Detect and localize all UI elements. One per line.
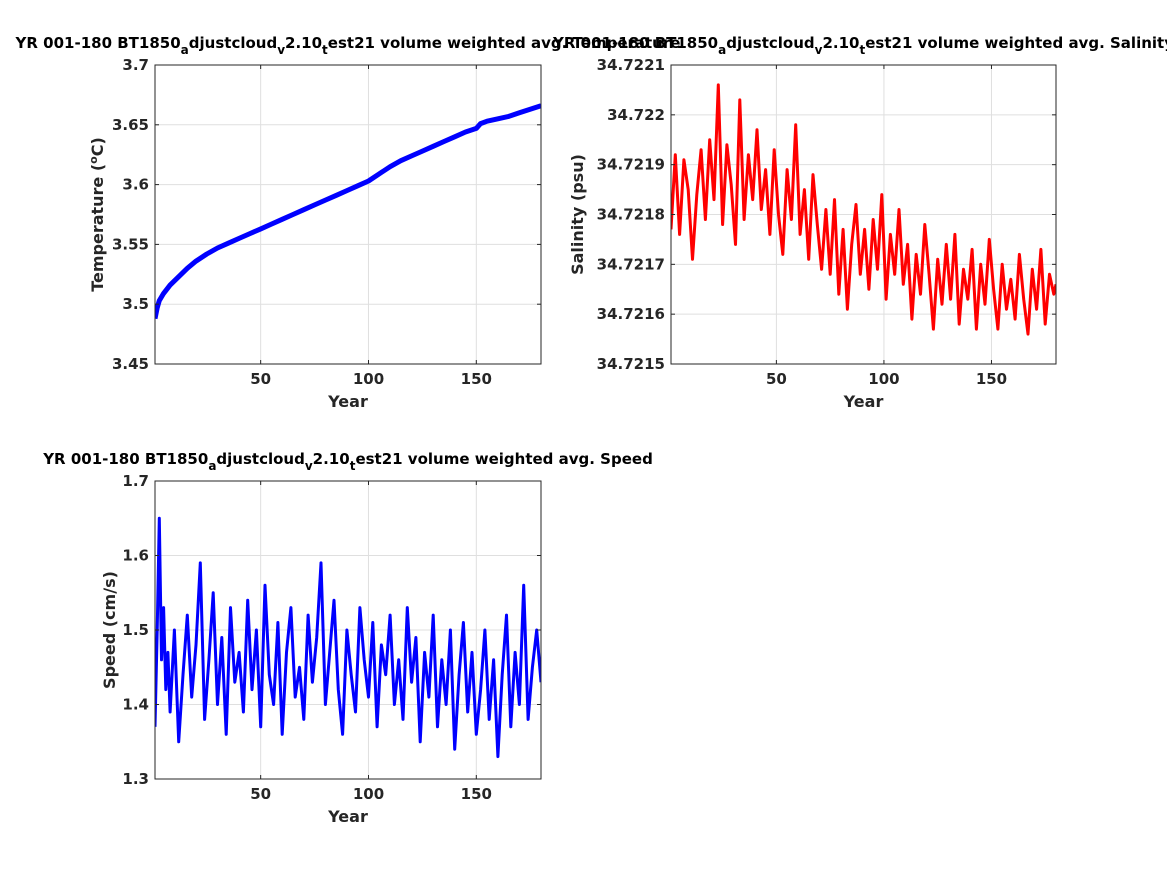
chart-title: YR 001-180 BT1850adjustcloudv2.10test21 … <box>15 34 681 57</box>
x-tick-label: 150 <box>976 370 1007 388</box>
y-tick-label: 1.6 <box>122 547 149 565</box>
title-text: est21 volume weighted avg. Temperature <box>328 34 681 52</box>
y-axis-label: Temperature (oC) <box>87 137 107 292</box>
title-text: djustcloud <box>189 34 277 52</box>
y-axis-label-tail: C) <box>88 137 107 156</box>
y-axis-label-superscript: o <box>87 156 100 164</box>
x-axis-label: Year <box>327 392 368 411</box>
title-text: djustcloud <box>216 450 304 468</box>
chart-panel-2: 50 100 150 34.7215 34.7216 34.7217 34.7218 34.7… <box>552 34 1167 411</box>
title-subscript: v <box>815 43 823 57</box>
title-subscript: v <box>277 43 285 57</box>
x-tick-label: 100 <box>353 785 384 803</box>
title-subscript: t <box>350 459 356 473</box>
y-tick-label: 34.7221 <box>597 56 665 74</box>
x-tick-label: 50 <box>250 370 271 388</box>
y-axis-label: Salinity (psu) <box>568 154 587 275</box>
x-tick-label: 100 <box>353 370 384 388</box>
y-tick-label: 1.7 <box>122 472 149 490</box>
series-line <box>671 83 1056 336</box>
y-axis-label-text: Temperature ( <box>88 164 107 292</box>
x-tick-label: 150 <box>461 785 492 803</box>
y-tick-label: 34.7216 <box>597 305 665 323</box>
title-text: djustcloud <box>726 34 814 52</box>
title-subscript: a <box>208 459 216 473</box>
y-tick-label: 3.65 <box>112 116 149 134</box>
chart-panel-1: 50 100 150 3.45 3.5 3.55 3.6 3.65 3.7 Year Tempera… <box>15 34 681 411</box>
x-axis-label: Year <box>327 807 368 826</box>
chart-title: YR 001-180 BT1850adjustcloudv2.10test21 … <box>42 450 653 473</box>
title-text: YR 001-180 BT1850 <box>15 34 181 52</box>
title-text: 2.10 <box>313 450 350 468</box>
title-text: 2.10 <box>822 34 859 52</box>
axes-frame <box>154 64 542 365</box>
y-tick-label: 3.55 <box>112 235 149 253</box>
y-tick-label: 1.5 <box>122 621 149 639</box>
title-text: est21 volume weighted avg. Salinity <box>865 34 1167 52</box>
chart-title: YR 001-180 BT1850adjustcloudv2.10test21 … <box>552 34 1167 57</box>
series-line <box>155 516 541 759</box>
series-line <box>155 103 541 320</box>
y-tick-label: 34.7218 <box>597 206 665 224</box>
y-tick-label: 34.7217 <box>597 255 665 273</box>
y-tick-label: 34.7219 <box>597 156 665 174</box>
y-tick-label: 3.6 <box>122 176 149 194</box>
y-tick-label: 3.45 <box>112 355 149 373</box>
title-text: YR 001-180 BT1850 <box>552 34 718 52</box>
title-subscript: v <box>305 459 313 473</box>
title-text: YR 001-180 BT1850 <box>42 450 208 468</box>
title-text: est21 volume weighted avg. Speed <box>355 450 652 468</box>
title-subscript: t <box>322 43 328 57</box>
y-tick-label: 1.3 <box>122 770 149 788</box>
x-tick-label: 150 <box>461 370 492 388</box>
y-tick-label: 3.7 <box>122 56 149 74</box>
y-axis-label-text: Salinity (psu) <box>568 154 587 275</box>
y-tick-label: 34.722 <box>607 106 665 124</box>
y-axis-label: Speed (cm/s) <box>100 571 119 689</box>
x-tick-label: 50 <box>766 370 787 388</box>
title-text: 2.10 <box>285 34 322 52</box>
y-tick-label: 1.4 <box>122 696 149 714</box>
x-axis-label: Year <box>843 392 884 411</box>
x-tick-label: 100 <box>868 370 899 388</box>
y-axis-label-text: Speed (cm/s) <box>100 571 119 689</box>
title-subscript: a <box>181 43 189 57</box>
chart-panel-3: 50 100 150 1.3 1.4 1.5 1.6 1.7 Year Speed (cm/s) Y… <box>42 450 653 826</box>
title-subscript: t <box>860 43 866 57</box>
y-tick-label: 3.5 <box>122 295 149 313</box>
x-tick-label: 50 <box>250 785 271 803</box>
title-subscript: a <box>718 43 726 57</box>
y-tick-label: 34.7215 <box>597 355 665 373</box>
